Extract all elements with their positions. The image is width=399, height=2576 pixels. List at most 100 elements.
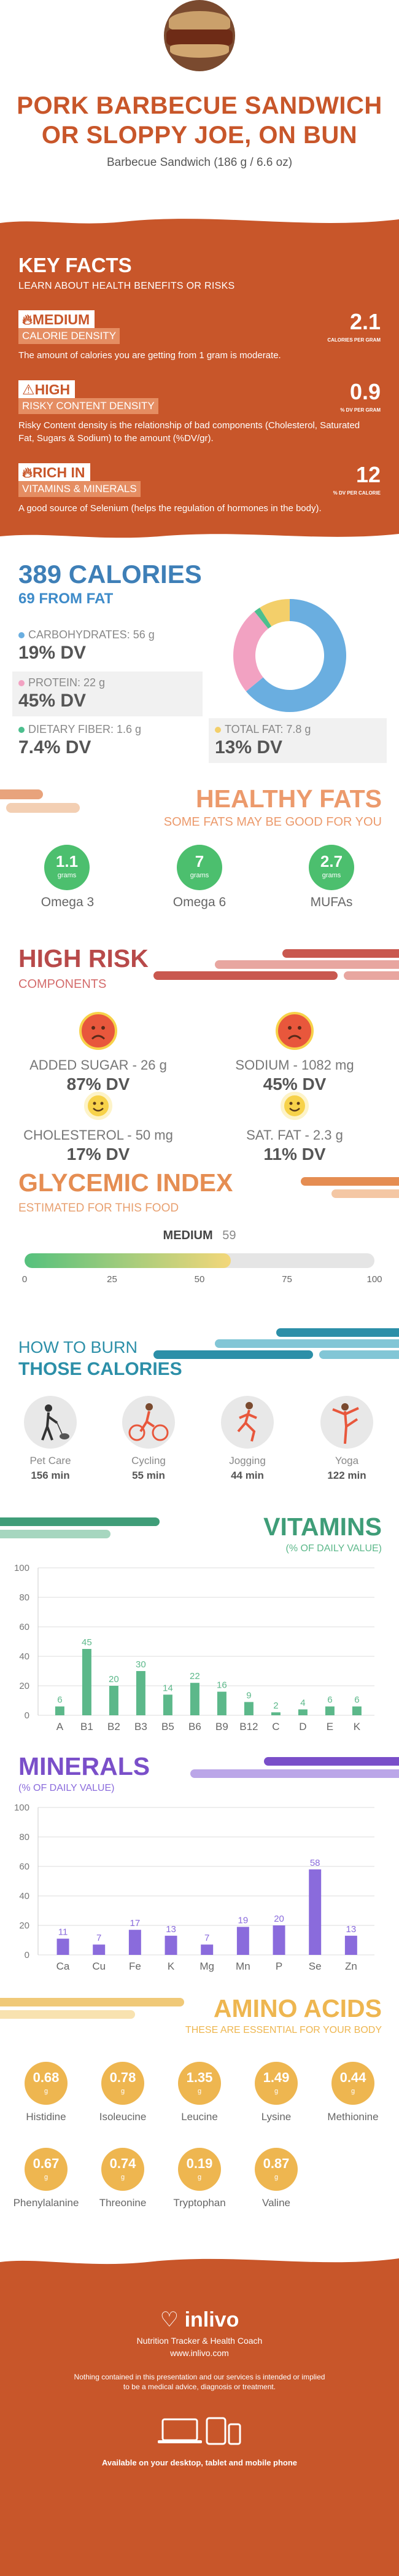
y-tick-label: 60 bbox=[19, 1862, 29, 1872]
amino-circle: 1.49 g bbox=[255, 2062, 298, 2105]
amino-label: Lysine bbox=[261, 2111, 292, 2123]
bar-D bbox=[298, 1709, 308, 1715]
bar-value-label: 17 bbox=[130, 1918, 141, 1928]
decorative-stripes bbox=[0, 1998, 184, 2019]
device-icons bbox=[0, 2416, 399, 2449]
bar-B3 bbox=[136, 1671, 145, 1715]
healthy-fats-section: HEALTHY FATS SOME FATS MAY BE GOOD FOR Y… bbox=[0, 785, 399, 944]
fact-name: CALORIE DENSITY bbox=[18, 328, 120, 344]
decorative-stripes bbox=[153, 1328, 399, 1359]
x-tick-label: B6 bbox=[188, 1721, 201, 1732]
amino-histidine: 0.68 g Histidine bbox=[12, 2062, 80, 2123]
vitamins-section: VITAMINS (% OF DAILY VALUE) 0 20 40 60 80 100… bbox=[0, 1513, 399, 1752]
x-tick-label: K bbox=[354, 1721, 361, 1732]
amino-valine: 0.87 g Valine bbox=[242, 2148, 310, 2209]
amino-value: 0.19 bbox=[186, 2156, 213, 2171]
risk-sat-fat: SAT. FAT - 2.3 g 11% DV bbox=[203, 1092, 387, 1164]
x-tick-label: Mn bbox=[236, 1960, 250, 1972]
x-tick-label: B1 bbox=[80, 1721, 93, 1732]
activity-yoga: Yoga 122 min bbox=[310, 1396, 384, 1482]
risk-value: 11% DV bbox=[263, 1145, 326, 1164]
amino-label: Threonine bbox=[99, 2197, 147, 2209]
sad-face-icon bbox=[79, 1012, 117, 1050]
glycemic-level: MEDIUM bbox=[163, 1229, 213, 1242]
amino-title: AMINO ACIDS bbox=[213, 1994, 382, 2022]
header-section: PORK BARBECUE SANDWICH OR SLOPPY JOE, ON… bbox=[0, 0, 399, 212]
healthy-fats-subtitle: SOME FATS MAY BE GOOD FOR YOU bbox=[163, 815, 382, 829]
x-tick-label: Fe bbox=[129, 1960, 141, 1972]
amino-label: Leucine bbox=[181, 2111, 218, 2123]
fact-description: A good source of Selenium (helps the reg… bbox=[18, 503, 322, 514]
activity-name: Pet Care bbox=[29, 1455, 71, 1466]
x-tick-label: E bbox=[327, 1721, 333, 1732]
bar-value-label: 45 bbox=[82, 1637, 92, 1648]
amino-unit: g bbox=[120, 2088, 125, 2095]
bar-Se bbox=[309, 1869, 322, 1955]
glycemic-section: GLYCEMIC INDEX ESTIMATED FOR THIS FOOD M… bbox=[0, 1169, 399, 1328]
high-risk-subtitle: COMPONENTS bbox=[18, 977, 107, 991]
footer-url[interactable]: www.inlivo.com bbox=[170, 2348, 229, 2358]
cycling-icon bbox=[122, 1396, 175, 1449]
bar-Ca bbox=[56, 1938, 69, 1955]
fact-name: VITAMINS & MINERALS bbox=[18, 481, 141, 497]
food-title-line1: PORK BARBECUE SANDWICH bbox=[17, 92, 382, 119]
wave-divider bbox=[0, 534, 399, 544]
healthy-fats-title: HEALTHY FATS bbox=[196, 785, 382, 813]
key-facts-title: KEY FACTS bbox=[18, 254, 132, 276]
bar-value-label: 13 bbox=[166, 1924, 176, 1935]
risk-label: SAT. FAT - 2.3 g bbox=[246, 1127, 343, 1143]
x-tick-label: B9 bbox=[215, 1721, 228, 1732]
fact-level: 🔥︎MEDIUM bbox=[18, 310, 95, 328]
amino-unit: g bbox=[44, 2174, 48, 2181]
omega3-circle: 1.1 grams bbox=[44, 845, 90, 890]
y-tick-label: 40 bbox=[19, 1651, 29, 1662]
mufas-label: MUFAs bbox=[310, 895, 353, 909]
bar-Mg bbox=[201, 1944, 214, 1955]
burn-title-1: HOW TO BURN bbox=[18, 1338, 138, 1357]
amino-label: Isoleucine bbox=[99, 2111, 147, 2123]
bar-value-label: 6 bbox=[327, 1695, 332, 1705]
amino-leucine: 1.35 g Leucine bbox=[166, 2062, 233, 2123]
risk-value: 17% DV bbox=[66, 1145, 130, 1164]
activity-name: Cycling bbox=[131, 1455, 166, 1466]
bar-value-label: 13 bbox=[346, 1924, 357, 1935]
amino-value: 0.68 bbox=[33, 2070, 60, 2085]
risk-cholesterol: CHOLESTEROL - 50 mg 17% DV bbox=[6, 1092, 190, 1164]
y-tick-label: 20 bbox=[19, 1681, 29, 1691]
x-tick-label: A bbox=[56, 1721, 64, 1732]
amino-value: 0.74 bbox=[109, 2156, 136, 2171]
vitamins-title: VITAMINS bbox=[263, 1513, 382, 1541]
glycemic-tick: 100 bbox=[366, 1274, 382, 1285]
footer-brand: ♡ inlivo bbox=[160, 2308, 239, 2331]
fact-calorie-density: 🔥︎MEDIUM CALORIE DENSITY The amount of c… bbox=[18, 310, 381, 362]
footer-disclaimer-1: Nothing contained in this presentation a… bbox=[74, 2373, 325, 2381]
fiber-item: DIETARY FIBER: 1.6 g 7.4% DV bbox=[18, 723, 142, 758]
warning-icon: ⚠ bbox=[22, 382, 35, 397]
amino-label: Methionine bbox=[327, 2111, 379, 2123]
activity-time: 44 min bbox=[231, 1470, 264, 1481]
minerals-bar-chart: 0 20 40 60 80 100 11 Ca 7 Cu 17 Fe 13 K 7 Mg 19 Mn 20 P 58 Se… bbox=[14, 1803, 374, 1972]
risk-sodium: SODIUM - 1082 mg 45% DV bbox=[203, 1012, 387, 1094]
decorative-stripes bbox=[0, 789, 80, 813]
smile-face-icon bbox=[84, 1092, 112, 1120]
amino-unit: g bbox=[197, 2088, 202, 2095]
vitamins-bar-chart: 0 20 40 60 80 100 6 A 45 B1 20 B2 30 B3 14 B5 22 B6 16 B9 9 B… bbox=[14, 1563, 374, 1732]
amino-threonine: 0.74 g Threonine bbox=[89, 2148, 157, 2209]
burn-calories-section: HOW TO BURN THOSE CALORIES Pet Care 156 … bbox=[0, 1328, 399, 1513]
x-tick-label: K bbox=[168, 1960, 175, 1972]
bar-B9 bbox=[217, 1691, 227, 1715]
glycemic-tick: 50 bbox=[194, 1274, 205, 1285]
glycemic-reading: MEDIUM 59 bbox=[0, 1229, 399, 1243]
bar-value-label: 16 bbox=[217, 1680, 227, 1691]
donut-slice-protein bbox=[233, 611, 268, 692]
risk-value: 45% DV bbox=[263, 1075, 327, 1094]
bar-value-label: 11 bbox=[58, 1927, 68, 1938]
bar-value-label: 6 bbox=[57, 1695, 62, 1705]
bar-B2 bbox=[109, 1686, 118, 1715]
burn-title-2: THOSE CALORIES bbox=[18, 1359, 182, 1379]
bar-B5 bbox=[163, 1694, 172, 1715]
x-tick-label: Zn bbox=[345, 1960, 357, 1972]
fact-value: 0.9% DV PER GRAM bbox=[340, 379, 381, 413]
donut-slice-fiber bbox=[254, 608, 272, 629]
amino-value: 0.78 bbox=[109, 2070, 136, 2085]
